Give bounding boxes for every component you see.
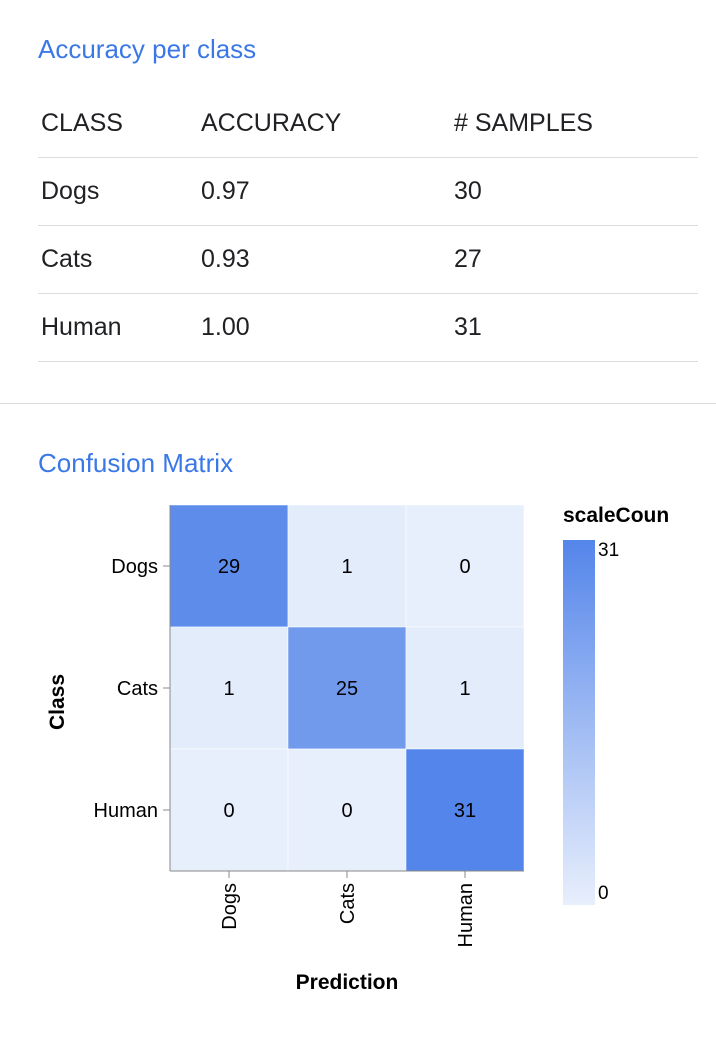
heatmap-cell-value: 29 bbox=[218, 556, 240, 578]
confusion-matrix-chart: 29 1 0 1 25 1 0 0 31 Dogs Cats Human Dogs Cats Human P… bbox=[46, 504, 669, 994]
heatmap-cell bbox=[169, 504, 289, 628]
x-tick-label: Human bbox=[455, 883, 477, 947]
heatmap-cell bbox=[405, 626, 525, 750]
legend-min-label: 0 bbox=[598, 883, 609, 904]
heatmap-cell-value: 1 bbox=[223, 678, 234, 700]
heatmap-cell-value: 25 bbox=[336, 678, 358, 700]
heatmap-cell-value: 1 bbox=[459, 678, 470, 700]
legend-gradient-bar bbox=[563, 540, 595, 905]
header-samples: # SAMPLES bbox=[451, 90, 698, 158]
heatmap-cell-value: 0 bbox=[459, 556, 470, 578]
x-tick-label: Cats bbox=[337, 883, 359, 924]
row-accuracy: 1.00 bbox=[198, 293, 451, 362]
heatmap-cell bbox=[287, 748, 407, 872]
x-axis-title: Prediction bbox=[296, 971, 399, 994]
heatmap-cell-value: 31 bbox=[454, 800, 476, 822]
heatmap-cell-labels: 29 1 0 1 25 1 0 0 31 bbox=[218, 556, 476, 822]
y-tick-label: Dogs bbox=[111, 556, 158, 578]
row-class: Dogs bbox=[38, 157, 198, 226]
x-tick-label: Dogs bbox=[219, 883, 241, 930]
header-accuracy: ACCURACY bbox=[198, 90, 451, 158]
color-legend: scaleCoun 31 0 bbox=[563, 504, 669, 905]
row-accuracy: 0.93 bbox=[198, 225, 451, 294]
y-axis-title: Class bbox=[46, 674, 69, 730]
heatmap-cell-value: 0 bbox=[341, 800, 352, 822]
heatmap-cell-value: 0 bbox=[223, 800, 234, 822]
table-row: Dogs 0.97 30 bbox=[38, 157, 698, 226]
legend-title: scaleCoun bbox=[563, 504, 669, 527]
row-class: Human bbox=[38, 293, 198, 362]
heatmap-cell-value: 1 bbox=[341, 556, 352, 578]
accuracy-table: CLASS ACCURACY # SAMPLES Dogs 0.97 30 Ca… bbox=[38, 90, 698, 362]
heatmap-cell bbox=[405, 504, 525, 628]
heatmap-cell bbox=[287, 504, 407, 628]
heatmap-cell bbox=[287, 626, 407, 750]
row-accuracy: 0.97 bbox=[198, 157, 451, 226]
heatmap-cell bbox=[169, 748, 289, 872]
header-class: CLASS bbox=[38, 90, 198, 158]
row-samples: 31 bbox=[451, 293, 698, 362]
heatmap-cell bbox=[169, 626, 289, 750]
heatmap-cells bbox=[169, 504, 525, 872]
table-row: Cats 0.93 27 bbox=[38, 225, 698, 294]
y-tick-label: Cats bbox=[117, 678, 158, 700]
row-samples: 30 bbox=[451, 157, 698, 226]
row-samples: 27 bbox=[451, 225, 698, 294]
y-tick-label: Human bbox=[94, 800, 158, 822]
section-divider bbox=[0, 403, 716, 404]
heatmap-axes: Dogs Cats Human Dogs Cats Human Prediction Clas… bbox=[46, 505, 524, 994]
table-header-row: CLASS ACCURACY # SAMPLES bbox=[38, 90, 698, 158]
legend-max-label: 31 bbox=[598, 540, 619, 561]
row-class: Cats bbox=[38, 225, 198, 294]
confusion-section-title: Confusion Matrix bbox=[38, 448, 234, 478]
table-row: Human 1.00 31 bbox=[38, 293, 698, 362]
accuracy-section-title: Accuracy per class bbox=[38, 34, 257, 64]
